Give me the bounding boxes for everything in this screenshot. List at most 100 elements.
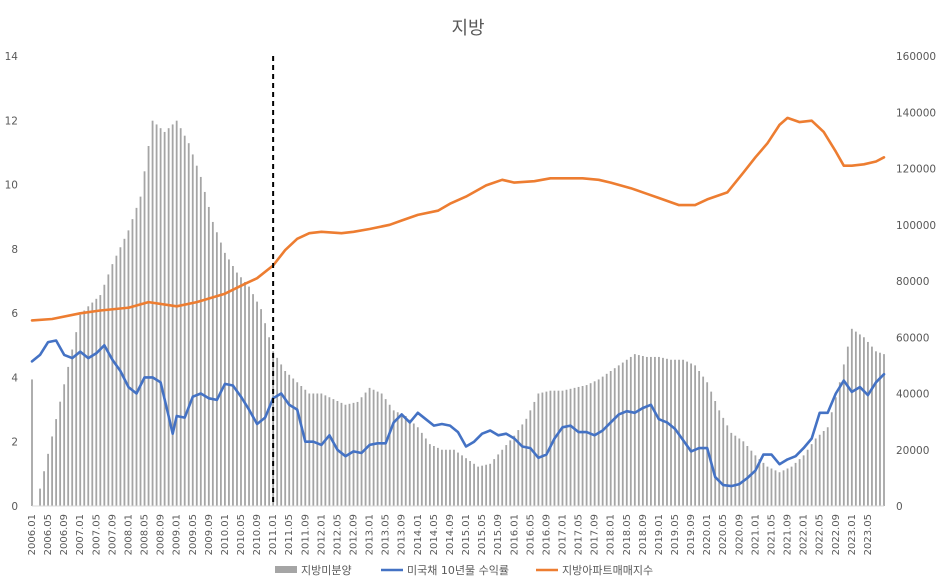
bar [686,361,688,506]
bar [147,146,150,506]
bar [589,383,592,506]
x-tick-label: 2011.05 [284,514,295,555]
bar [87,306,90,506]
bar [308,393,311,506]
bar [91,302,94,506]
bar [794,462,797,506]
bar [324,395,327,506]
x-tick-label: 2022.05 [815,514,826,555]
left-y-tick-label: 14 [5,51,19,63]
bar [187,143,190,506]
bar [453,449,455,506]
bar [244,281,246,506]
bar [830,412,833,506]
bar [412,423,415,506]
bar [396,412,399,506]
bar [617,365,620,506]
x-tick-label: 2010.01 [220,514,231,555]
bar [505,445,508,506]
legend-label: 지방미분양 [301,564,352,577]
x-tick-label: 2021.05 [766,514,777,555]
x-tick-label: 2010.09 [252,514,263,555]
bar [871,346,873,506]
bar [167,128,170,506]
bar [674,359,676,506]
bar [441,449,443,506]
x-tick-label: 2015.05 [477,514,488,555]
bar [766,466,769,506]
x-tick-label: 2020.09 [734,514,745,555]
right-y-tick-label: 140000 [896,107,936,119]
left-y-tick-label: 10 [5,180,18,192]
left-y-axis: 0 2 4 6 8 10 12 14 [5,51,19,513]
bar [43,471,45,506]
x-tick-label: 2019.01 [654,514,665,555]
x-tick-label: 2009.09 [204,514,215,555]
bar [111,264,114,506]
x-tick-label: 2017.09 [590,514,601,555]
bar [404,416,407,506]
x-tick-label: 2014.09 [445,514,456,555]
bar [738,438,741,506]
bar [175,120,178,506]
bar [690,363,692,506]
bar [601,376,604,506]
bar [99,295,102,506]
left-y-tick-label: 0 [11,501,18,513]
bar [59,401,62,506]
bar [51,436,53,506]
x-tick-label: 2006.05 [43,514,54,555]
x-tick-label: 2017.05 [574,514,585,555]
bar [698,371,701,506]
right-y-tick-label: 20000 [896,445,929,457]
x-tick-label: 2006.01 [27,514,38,555]
bar [215,232,218,506]
bar [420,432,423,506]
bar [569,388,572,506]
bar [276,357,279,506]
bar [501,449,504,506]
x-tick-label: 2023.05 [863,514,874,555]
bar [115,255,118,506]
x-tick-label: 2006.09 [59,514,70,555]
bar [75,332,78,506]
bar [561,390,564,506]
x-tick-label: 2022.01 [799,514,810,555]
bar [670,359,672,506]
bar [143,171,146,506]
legend-label: 지방아파트매매지수 [562,564,653,577]
bar [517,430,520,506]
bar [782,470,785,506]
line-us-treasury-10y [30,339,886,488]
bar [292,378,295,506]
bar [489,463,492,506]
bar [609,371,612,506]
bar [107,274,110,506]
bar [645,356,648,506]
bar [224,252,226,506]
bar [477,466,479,506]
bar [806,449,809,506]
bar [867,341,869,506]
bar [850,328,853,506]
bar [718,410,721,506]
bar [449,449,451,506]
left-y-tick-label: 4 [11,372,18,384]
bar [694,365,697,506]
bar [288,374,291,506]
bar [39,488,41,506]
bar [557,390,560,506]
bar [400,414,403,506]
x-tick-label: 2017.01 [557,514,568,555]
bar [300,386,303,506]
x-tick-label: 2007.09 [107,514,118,555]
bar [585,385,588,506]
bar [621,362,624,506]
bar [762,462,765,506]
left-y-tick-label: 2 [11,437,18,449]
chart-title: 지방 [451,18,484,39]
bar [802,455,805,506]
bar [356,401,359,506]
bar [553,390,556,506]
bar [726,425,729,506]
